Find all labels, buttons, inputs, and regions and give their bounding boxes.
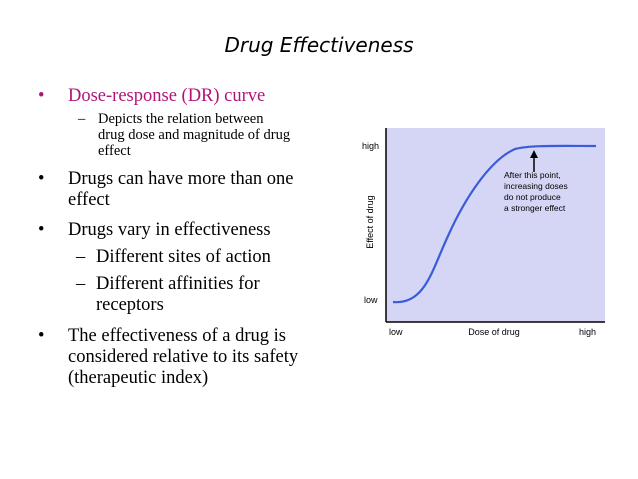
x-tick-low: low xyxy=(389,327,403,337)
sub-bullet-line: Different sites of action xyxy=(96,247,271,267)
bullet-more-than-one-effect: • Drugs can have more than one effect xyxy=(38,169,348,211)
y-tick-high: high xyxy=(362,141,379,151)
annotation-line: After this point, xyxy=(504,170,561,180)
bullet-dot: • xyxy=(38,86,45,106)
bullet-vary-effectiveness: • Drugs vary in effectiveness xyxy=(38,220,348,241)
sub-bullet-dash: – xyxy=(76,247,86,267)
bullet-line: considered relative to its safety xyxy=(68,347,299,367)
bullet-dose-response: • Dose-response (DR) curve xyxy=(38,86,348,107)
sub-bullet-depicts: – Depicts the relation between drug dose… xyxy=(38,111,348,159)
sub-bullet-dash: – xyxy=(78,111,86,127)
y-tick-low: low xyxy=(364,295,378,305)
bullet-line: The effectiveness of a drug is xyxy=(68,326,286,346)
bullet-line: (therapeutic index) xyxy=(68,368,209,388)
dose-response-curve xyxy=(392,144,597,304)
bullet-text: Dose-response (DR) curve xyxy=(68,86,266,106)
bullet-text: Drugs vary in effectiveness xyxy=(68,220,271,240)
annotation-line: a stronger effect xyxy=(504,203,566,213)
bullet-list: • Dose-response (DR) curve – Depicts the… xyxy=(38,86,348,389)
annotation-line: increasing doses xyxy=(504,181,568,191)
bullet-dot: • xyxy=(38,169,45,189)
x-tick-high: high xyxy=(579,327,596,337)
sub-bullet-line: receptors xyxy=(96,295,164,315)
sub-bullet-sites: – Different sites of action xyxy=(38,247,348,268)
sub-bullet-line: Different affinities for xyxy=(96,274,260,294)
y-axis-label: Effect of drug xyxy=(365,195,375,248)
annotation-arrow-head-icon xyxy=(530,150,538,158)
slide-title: Drug Effectiveness xyxy=(224,33,414,57)
bullet-dot: • xyxy=(38,220,45,240)
bullet-line: Drugs can have more than one xyxy=(68,169,294,189)
bullet-line: effect xyxy=(68,190,110,210)
bullet-dot: • xyxy=(38,326,45,346)
sub-bullet-line: drug dose and magnitude of drug xyxy=(98,127,291,143)
x-axis-label: Dose of drug xyxy=(468,327,520,337)
bullet-therapeutic-index: • The effectiveness of a drug is conside… xyxy=(38,326,348,389)
sub-bullet-line: Depicts the relation between xyxy=(98,111,264,127)
sub-bullet-affinities: – Different affinities for receptors xyxy=(38,274,348,316)
sub-bullet-dash: – xyxy=(76,274,86,294)
annotation-line: do not produce xyxy=(504,192,561,202)
sub-bullet-line: effect xyxy=(98,143,131,159)
